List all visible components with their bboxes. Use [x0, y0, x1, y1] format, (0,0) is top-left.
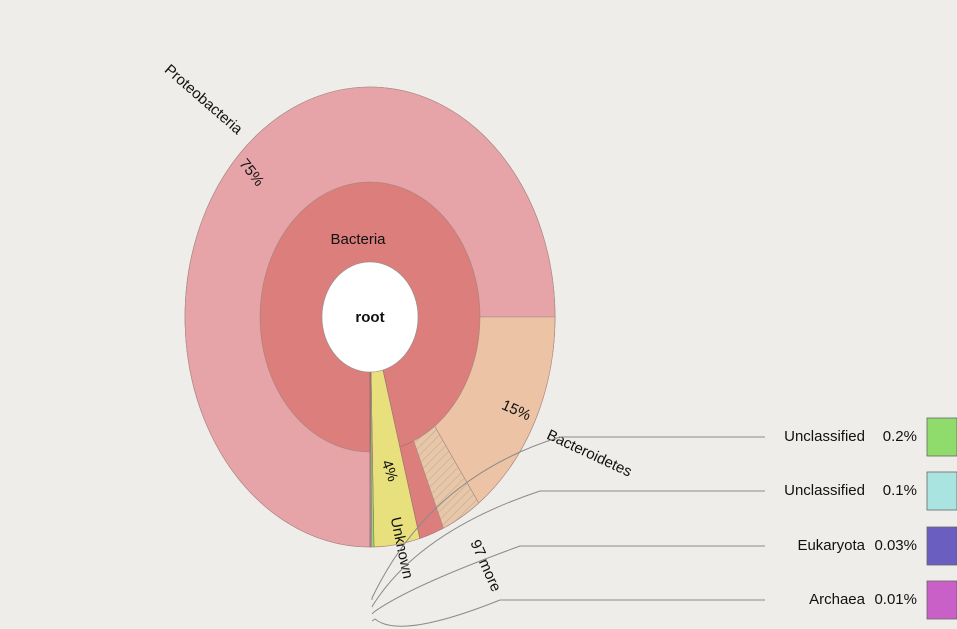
- legend-swatch: [926, 526, 957, 566]
- legend-name: Eukaryota: [797, 537, 865, 554]
- legend-name: Unclassified: [784, 482, 865, 499]
- leader-line: [371, 545, 765, 615]
- legend-name: Archaea: [809, 591, 866, 608]
- leader-line: [371, 436, 765, 600]
- legend-swatch: [926, 417, 957, 457]
- label: Bacteroidetes: [544, 426, 634, 480]
- label: 4%: [378, 458, 401, 484]
- legend-value: 0.2%: [883, 428, 917, 445]
- legend-value: 0.01%: [874, 591, 917, 608]
- root-hole: [321, 261, 419, 373]
- legend: Unclassified 0.2% Unclassified 0.1% Eukaryot…: [371, 417, 957, 627]
- leader-line: [371, 599, 765, 627]
- rings: [184, 86, 556, 548]
- label: 97 more: [467, 537, 505, 594]
- legend-value: 0.03%: [874, 537, 917, 554]
- label: Proteobacteria: [161, 61, 246, 138]
- legend-value: 0.1%: [883, 482, 917, 499]
- label: root: [355, 309, 384, 326]
- label: Bacteria: [330, 231, 386, 248]
- sector: [184, 86, 556, 548]
- legend-swatch: [926, 580, 957, 620]
- leader-line: [371, 490, 765, 608]
- legend-name: Unclassified: [784, 428, 865, 445]
- sector: [413, 425, 480, 529]
- legend-swatch: [926, 471, 957, 511]
